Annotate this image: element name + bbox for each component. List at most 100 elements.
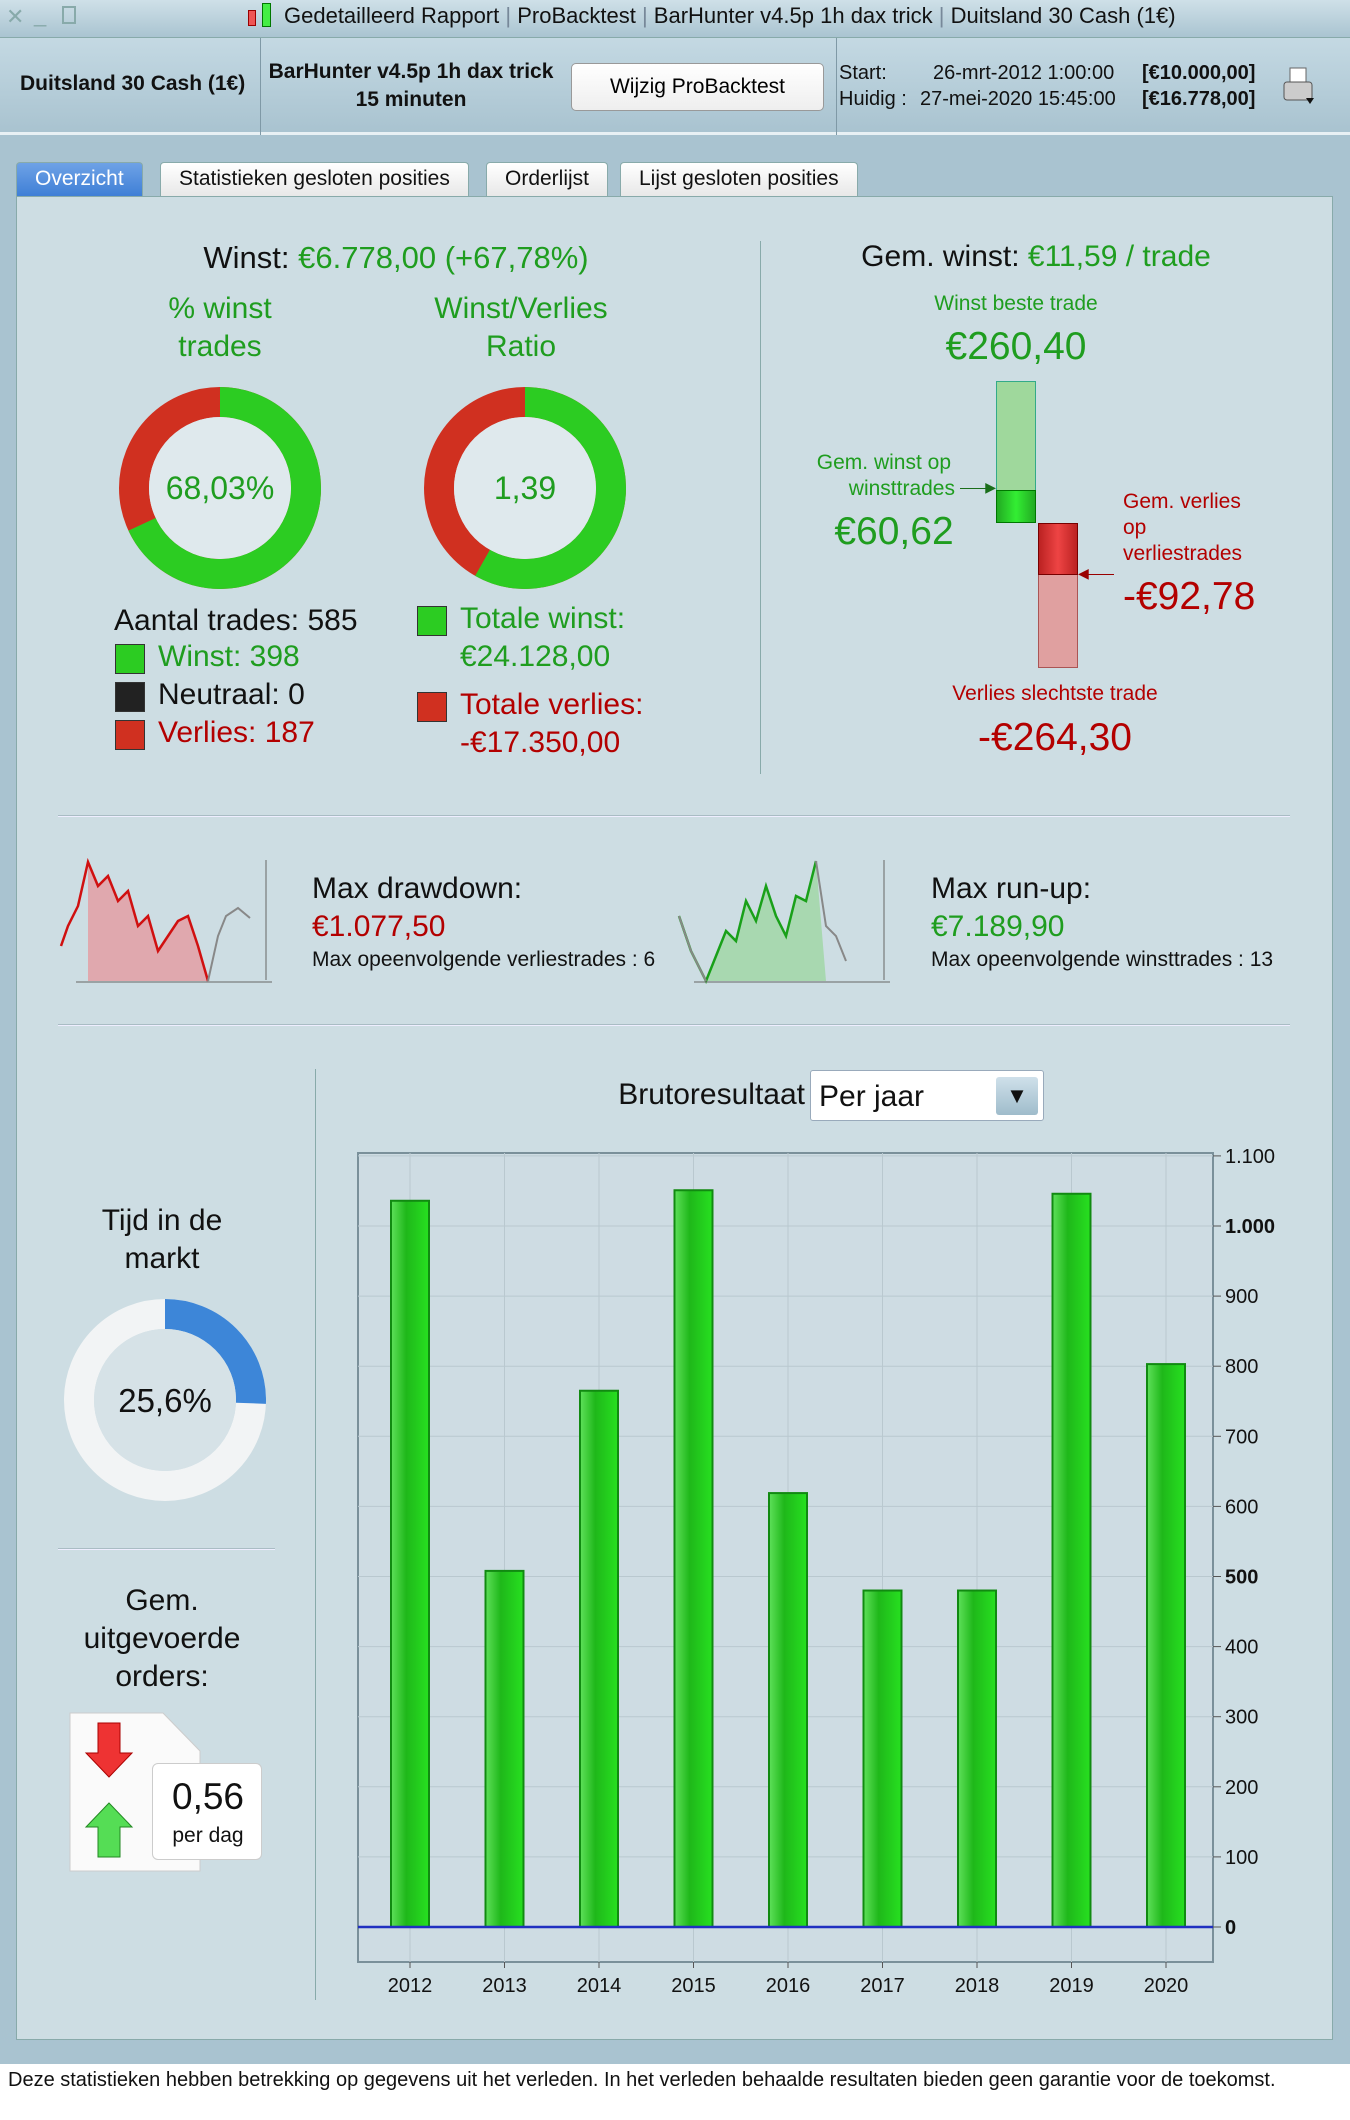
start-capital: [€10.000,00] [1142, 62, 1256, 84]
divider [58, 815, 1290, 817]
legend-loss-swatch [115, 720, 145, 750]
max-win-streak: Max opeenvolgende winsttrades : 13 [931, 948, 1274, 971]
window-title: Gedetailleerd Rapport | ProBacktest | Ba… [284, 3, 1176, 28]
trade-count: Aantal trades: 585 [114, 604, 358, 637]
x-tick-label: 2015 [671, 1975, 716, 1997]
title-bar: ✕ _ Gedetailleerd Rapport | ProBacktest … [0, 0, 1350, 38]
current-capital: [€16.778,00] [1142, 88, 1256, 110]
y-tick-label: 900 [1225, 1286, 1258, 1308]
orders-title-2: uitgevoerde [83, 1622, 241, 1655]
orders-value: 0,56 [171, 1776, 245, 1817]
y-tick-label: 0 [1225, 1917, 1236, 1939]
period-select-value: Per jaar [819, 1080, 925, 1113]
avg-loss-bar [1038, 523, 1078, 575]
start-date: 26-mrt-2012 1:00:00 [933, 62, 1115, 84]
header: Duitsland 30 Cash (1€) BarHunter v4.5p 1… [0, 38, 1350, 135]
drawdown-line [59, 857, 210, 982]
sparkline-tail [207, 906, 251, 982]
donut-market-arc [64, 1299, 266, 1501]
ratio-donut [424, 387, 626, 589]
legend-total-loss-swatch [417, 692, 447, 722]
avg-win-bar [996, 490, 1036, 523]
y-tick-label: 1.100 [1225, 1146, 1275, 1168]
app-logo-icon [248, 10, 256, 26]
orders-unit: per dag [172, 1824, 244, 1847]
divider [260, 38, 261, 135]
x-tick-label: 2013 [482, 1975, 527, 1997]
strategy-name: BarHunter v4.5p 1h dax trick [268, 60, 554, 83]
y-tick-label: 200 [1225, 1777, 1258, 1799]
drawdown-area [88, 862, 208, 981]
period-select[interactable]: Per jaar ▼ [810, 1070, 1044, 1121]
sparkline-tail [815, 860, 847, 962]
ratio-value: 1,39 [493, 470, 557, 506]
y-tick-label: 700 [1225, 1426, 1258, 1448]
market-time-donut [64, 1299, 266, 1501]
runup-line [677, 860, 818, 985]
tab-overzicht[interactable]: Overzicht [16, 162, 143, 196]
win-pct-value: 68,03% [165, 470, 275, 506]
pct-title-2: trades [178, 330, 262, 363]
avg-profit: Gem. winst: €11,59 / trade [861, 240, 1211, 274]
avg-profit-value: €11,59 / trade [1027, 240, 1211, 273]
worst-trade-label: Verlies slechtste trade [952, 682, 1158, 705]
y-tick-label: 300 [1225, 1707, 1258, 1729]
orders-title: Gem. [125, 1584, 199, 1617]
x-tick-label: 2017 [860, 1975, 905, 1997]
legend-total-win-swatch [417, 606, 447, 636]
y-tick-label: 800 [1225, 1356, 1258, 1378]
avg-loss-label: Gem. verlies [1123, 490, 1241, 513]
donut-center [94, 1329, 236, 1471]
avg-loss-label-3: verliestrades [1123, 542, 1243, 565]
bar-2012 [390, 1199, 430, 1929]
donut-center [149, 417, 291, 559]
print-icon[interactable] [1282, 66, 1318, 106]
win-trades: Winst: 398 [158, 640, 300, 673]
ratio-title: Winst/Verlies [434, 292, 608, 325]
disclaimer: Deze statistieken hebben betrekking op g… [0, 2064, 1350, 2120]
timeframe: 15 minuten [355, 88, 467, 111]
tab-lijst-gesloten-posities[interactable]: Lijst gesloten posities [620, 162, 858, 196]
donut-win-arc [424, 387, 626, 589]
close-icon[interactable]: ✕ [6, 4, 25, 29]
app-logo-icon-bar [262, 3, 271, 27]
bar-2013 [484, 1569, 525, 1928]
tab-statistieken-gesloten-posities[interactable]: Statistieken gesloten posities [160, 162, 469, 196]
worst-trade-value: -€264,30 [978, 716, 1132, 759]
instrument-name: Duitsland 30 Cash (1€) [20, 72, 246, 95]
y-tick-label: 100 [1225, 1847, 1258, 1869]
total-loss-label: Totale verlies: [460, 688, 644, 721]
max-drawdown-value: €1.077,50 [312, 910, 446, 943]
best-trade-value: €260,40 [945, 325, 1087, 368]
bar-2014 [579, 1389, 619, 1929]
sparkline-head [678, 915, 707, 982]
total-win-label: Totale winst: [460, 602, 626, 635]
legend-neutral-swatch [115, 682, 145, 712]
tab-orderlijst[interactable]: Orderlijst [486, 162, 609, 196]
avg-win-arrow-icon: ▶ [960, 479, 996, 495]
market-time-value: 25,6% [118, 1382, 212, 1419]
edit-probacktest-button[interactable]: Wijzig ProBacktest [571, 63, 824, 111]
chevron-down-icon[interactable]: ▼ [996, 1077, 1038, 1115]
avg-win-label-2: winsttrades [848, 477, 955, 500]
market-time-title-2: markt [124, 1242, 200, 1275]
neutral-trades: Neutraal: 0 [158, 678, 305, 711]
start-label: Start: [839, 62, 887, 84]
y-tick-label: 400 [1225, 1637, 1258, 1659]
divider [58, 1024, 1290, 1026]
divider [760, 241, 761, 774]
title-part: Gedetailleerd Rapport [284, 3, 500, 28]
bar-2017 [862, 1589, 903, 1928]
chart-title: Brutoresultaat [618, 1078, 805, 1111]
maximize-icon[interactable] [62, 6, 76, 24]
total-win-value: €24.128,00 [460, 640, 611, 673]
y-tick-label: 600 [1225, 1496, 1258, 1518]
pct-title: % winst [168, 292, 272, 325]
ratio-title-2: Ratio [485, 330, 557, 363]
max-loss-streak: Max opeenvolgende verliestrades : 6 [312, 948, 656, 971]
legend-win-swatch [115, 644, 145, 674]
orders-title-3: orders: [115, 1660, 209, 1693]
bar-2019 [1051, 1192, 1092, 1928]
title-part: Duitsland 30 Cash (1€) [950, 3, 1176, 28]
minimize-icon[interactable]: _ [34, 2, 47, 27]
